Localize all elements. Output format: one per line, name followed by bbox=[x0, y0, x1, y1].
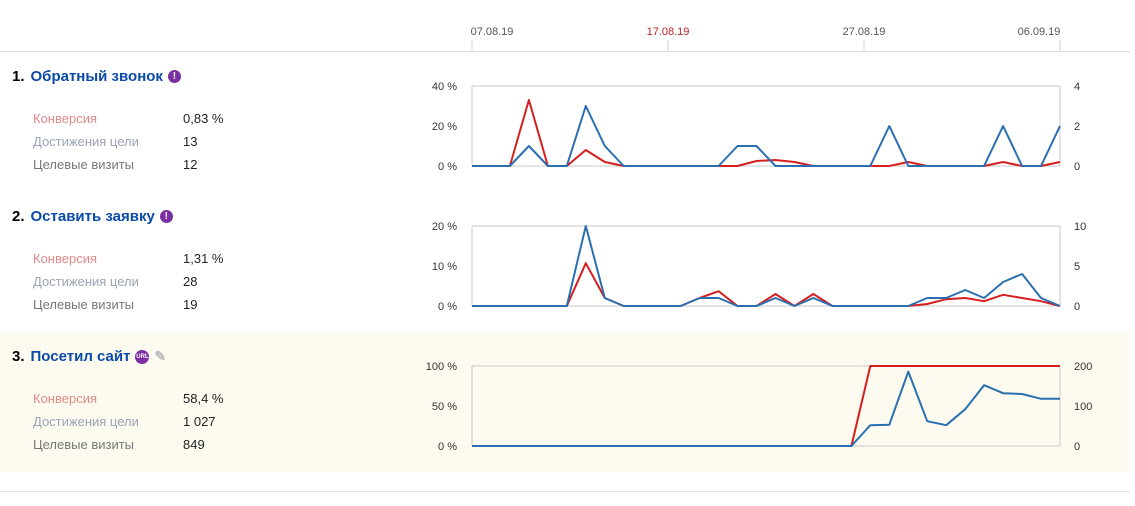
left-tick-label: 100 % bbox=[426, 361, 457, 373]
metric-value: 1 027 bbox=[183, 414, 216, 429]
pencil-icon[interactable]: ✎ bbox=[154, 348, 167, 364]
metric-label: Конверсия bbox=[33, 111, 98, 126]
date-label: 07.08.19 bbox=[470, 26, 514, 38]
metric-label: Конверсия bbox=[33, 251, 98, 266]
exclamation-badge-icon: ! bbox=[159, 210, 173, 223]
metric-label: Целевые визиты bbox=[33, 437, 135, 452]
metric-value: 0,83 % bbox=[183, 111, 224, 126]
goal-title: 3. Посетил сайт URL ✎ bbox=[12, 348, 166, 365]
goal-name-link[interactable]: Оставить заявку bbox=[30, 208, 155, 225]
metric-visits: Целевые визиты 12 bbox=[33, 157, 197, 172]
left-tick-label: 0 % bbox=[438, 441, 457, 453]
metric-value: 19 bbox=[183, 297, 198, 312]
right-tick-label: 0 bbox=[1074, 301, 1080, 313]
metric-label: Конверсия bbox=[33, 391, 98, 406]
conversion-series-line bbox=[472, 262, 1061, 307]
visits-series-line bbox=[472, 105, 1061, 167]
metric-label: Целевые визиты bbox=[33, 297, 135, 312]
timeline-rule bbox=[0, 51, 1130, 52]
left-tick-label: 10 % bbox=[432, 261, 457, 273]
metric-visits: Целевые визиты 19 bbox=[33, 297, 197, 312]
metric-label: Достижения цели bbox=[33, 274, 139, 289]
metric-conversion: Конверсия 1,31 % bbox=[33, 251, 223, 266]
goal-title: 2. Оставить заявку ! bbox=[12, 208, 173, 225]
metric-value: 1,31 % bbox=[183, 251, 224, 266]
metric-value: 28 bbox=[183, 274, 198, 289]
conversion-series-line bbox=[472, 365, 1060, 447]
metric-achievements: Достижения цели 1 027 bbox=[33, 414, 216, 429]
right-tick-label: 4 bbox=[1074, 81, 1080, 93]
goal-number: 3. bbox=[12, 348, 25, 365]
metric-conversion: Конверсия 58,4 % bbox=[33, 391, 223, 406]
metric-achievements: Достижения цели 28 bbox=[33, 274, 197, 289]
right-tick-label: 10 bbox=[1074, 221, 1086, 233]
goal-name-link[interactable]: Обратный звонок bbox=[30, 68, 163, 85]
left-tick-label: 0 % bbox=[438, 161, 457, 173]
date-label: 17.08.19 bbox=[646, 26, 690, 38]
goal-number: 1. bbox=[12, 68, 25, 85]
left-tick-label: 20 % bbox=[432, 121, 457, 133]
right-tick-label: 100 bbox=[1074, 401, 1092, 413]
left-tick-label: 50 % bbox=[432, 401, 457, 413]
visits-series-line bbox=[472, 370, 1060, 447]
left-tick-label: 40 % bbox=[432, 81, 457, 93]
right-tick-label: 2 bbox=[1074, 121, 1080, 133]
left-tick-label: 20 % bbox=[432, 221, 457, 233]
right-tick-label: 0 bbox=[1074, 441, 1080, 453]
goal-title: 1. Обратный звонок ! bbox=[12, 68, 181, 85]
date-label: 06.09.19 bbox=[1017, 26, 1061, 38]
metric-label: Целевые визиты bbox=[33, 157, 135, 172]
goal-block: 1. Обратный звонок ! Конверсия 0,83 % Дос… bbox=[0, 52, 1130, 192]
metric-value: 12 bbox=[183, 157, 198, 172]
goal-number: 2. bbox=[12, 208, 25, 225]
url-badge-icon: URL bbox=[135, 349, 150, 364]
date-label: 27.08.19 bbox=[842, 26, 886, 38]
exclamation-badge-icon: ! bbox=[167, 70, 181, 83]
metric-achievements: Достижения цели 13 bbox=[33, 134, 197, 149]
left-tick-label: 0 % bbox=[438, 301, 457, 313]
metric-value: 849 bbox=[183, 437, 205, 452]
metric-label: Достижения цели bbox=[33, 134, 139, 149]
metric-value: 58,4 % bbox=[183, 391, 224, 406]
right-tick-label: 200 bbox=[1074, 361, 1092, 373]
right-tick-label: 0 bbox=[1074, 161, 1080, 173]
metric-value: 13 bbox=[183, 134, 198, 149]
metric-visits: Целевые визиты 849 bbox=[33, 437, 205, 452]
metric-conversion: Конверсия 0,83 % bbox=[33, 111, 223, 126]
goal-block: 2. Оставить заявку ! Конверсия 1,31 % Дос… bbox=[0, 192, 1130, 332]
goal-block: 3. Посетил сайт URL ✎ Конверсия 58,4 % До… bbox=[0, 332, 1130, 472]
bottom-divider bbox=[0, 491, 1130, 492]
right-tick-label: 5 bbox=[1074, 261, 1080, 273]
metric-label: Достижения цели bbox=[33, 414, 139, 429]
goal-name-link[interactable]: Посетил сайт bbox=[30, 348, 131, 365]
visits-series-line bbox=[472, 225, 1061, 307]
